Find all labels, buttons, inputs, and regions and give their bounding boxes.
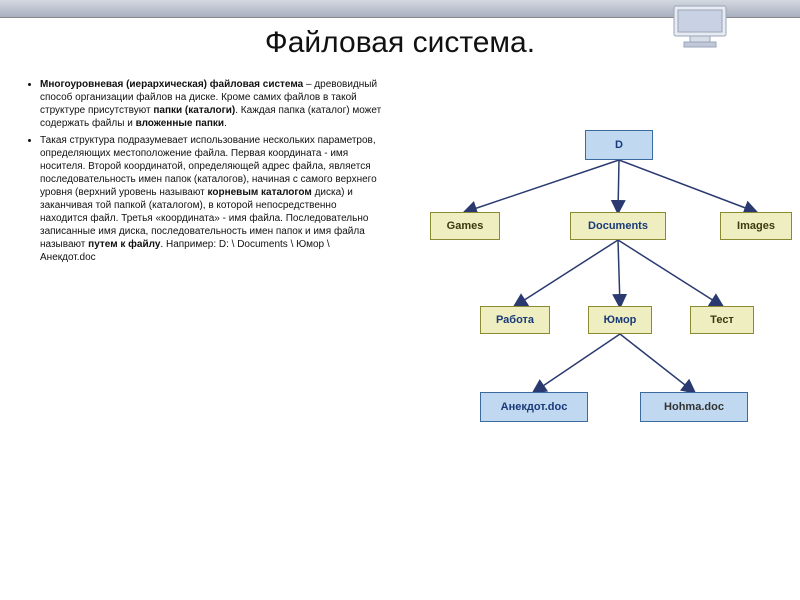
node-images: Images [720,212,792,240]
slide: Файловая система. Многоуровневая (иерарх… [0,0,800,600]
bullet-item: Такая структура подразумевает использова… [40,134,386,264]
node-documents: Documents [570,212,666,240]
hierarchy-diagram: DGamesDocumentsImagesРаботаЮморТестАнекд… [400,130,780,470]
bullet-item: Многоуровневая (иерархическая) файловая … [40,78,386,130]
body-text: Многоуровневая (иерархическая) файловая … [26,78,386,268]
node-games: Games [430,212,500,240]
slide-title: Файловая система. [0,26,800,60]
node-d: D [585,130,653,160]
node-anekdot: Анекдот.doс [480,392,588,422]
node-work: Работа [480,306,550,334]
node-humor: Юмор [588,306,652,334]
node-hohma: Hohma.doc [640,392,748,422]
node-test: Тест [690,306,754,334]
